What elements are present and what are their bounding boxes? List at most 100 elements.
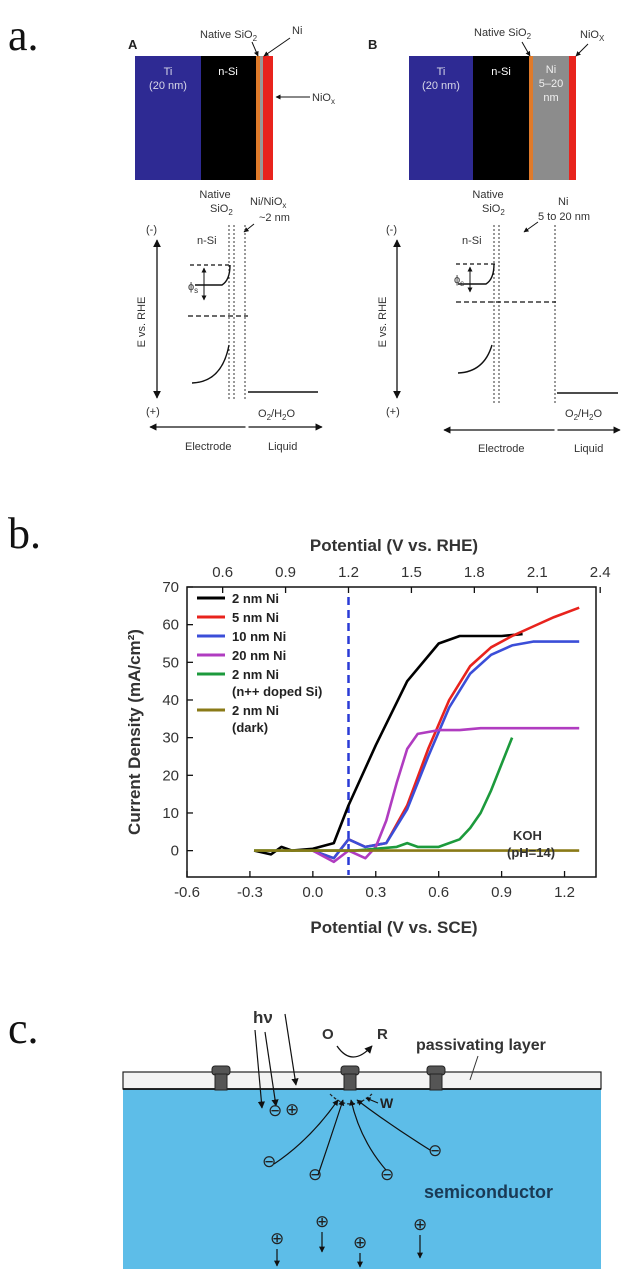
- y-tick-label: 40: [162, 692, 179, 709]
- panel-b: b. Potential (V vs. RHE) -0.6 -0.3 0.0 0.3 0…: [8, 509, 611, 937]
- band-nsi-label-b: n-Si: [462, 235, 482, 247]
- band-nsi-label: n-Si: [197, 235, 217, 247]
- nsi-label-b: n-Si: [491, 66, 511, 78]
- semiconductor-label: semiconductor: [424, 1182, 553, 1202]
- semiconductor-block: [123, 1089, 601, 1269]
- valence-band: [191, 344, 230, 384]
- ti-layer-b: [409, 56, 473, 180]
- band-ni-thickness-b: 5 to 20 nm: [538, 211, 590, 223]
- pos-label: (+): [146, 406, 160, 418]
- electron-1: ⊖: [268, 1101, 282, 1120]
- legend-label: 5 nm Ni: [232, 610, 279, 625]
- panel-a: a. A Ti (20 nm) n-Si Native SiO2 Ni NiOx…: [8, 11, 621, 455]
- koh-label: KOH: [513, 828, 542, 843]
- ni-unit-b: nm: [543, 92, 558, 104]
- series-line: [253, 632, 523, 856]
- top-tick-label: 1.2: [338, 564, 359, 581]
- subpanel-a-band-diagram: Native SiO2 Ni/NiOx ~2 nm n-Si (-) (+) E…: [136, 189, 323, 453]
- x-tick-label: 1.2: [554, 884, 575, 901]
- y-tick-label: 30: [162, 730, 179, 747]
- ni-pointer: [263, 37, 291, 57]
- panel-letter-a: a.: [8, 11, 39, 60]
- depletion-width-label: W: [380, 1095, 394, 1111]
- native-sio2-pointer-b: [521, 41, 531, 57]
- native-sio2-layer-b: [529, 56, 533, 180]
- passivating-layer: [122, 1071, 602, 1090]
- ni-layer: [260, 56, 263, 180]
- legend-label: 2 nm Ni: [232, 703, 279, 718]
- hole-4: ⊕: [353, 1233, 367, 1252]
- phi-s-label: ϕs: [188, 281, 198, 295]
- ti-layer: [135, 56, 201, 180]
- y-tick-label: 70: [162, 579, 179, 596]
- liquid-label-b: Liquid: [574, 443, 603, 455]
- metal-contact-2: [340, 1065, 360, 1091]
- passivating-pointer: [469, 1055, 479, 1081]
- series-line: [254, 737, 514, 852]
- light-ray-2: [264, 1031, 279, 1107]
- native-sio2-layer: [256, 56, 260, 180]
- top-tick-label: 0.9: [275, 564, 296, 581]
- legend-label: 2 nm Ni: [232, 591, 279, 606]
- native-sio2-pointer: [251, 41, 259, 57]
- metal-contact-1: [211, 1065, 231, 1091]
- plot-frame: [186, 586, 597, 878]
- o2-h2o-label: O2/H2O: [258, 408, 295, 422]
- y-tick-label: 20: [162, 767, 179, 784]
- electron-2: ⊖: [262, 1152, 276, 1171]
- drift-arrows: [273, 1099, 431, 1268]
- x-tick-label: 0.9: [491, 884, 512, 901]
- top-axis-title: Potential (V vs. RHE): [310, 536, 478, 555]
- native-sio2-label: Native SiO2: [200, 29, 258, 43]
- light-ray-1: [254, 1029, 266, 1109]
- hv-label: hν: [253, 1008, 273, 1027]
- ni-band-pointer-b: [523, 221, 539, 233]
- subpanel-tag-a: A: [128, 37, 138, 52]
- electron-3: ⊖: [308, 1165, 322, 1184]
- redox-arrow: [336, 1045, 373, 1058]
- energy-axis-label: E vs. RHE: [136, 297, 148, 348]
- light-ray-3: [284, 1013, 299, 1086]
- electron-symbols: ⊖ ⊖ ⊖ ⊖ ⊖: [262, 1101, 442, 1184]
- panel-letter-c: c.: [8, 1004, 39, 1053]
- legend-label: 2 nm Ni: [232, 667, 279, 682]
- conduction-band: [195, 264, 231, 286]
- plot-layer: -0.6 -0.3 0.0 0.3 0.6 0.9 1.2 0.6 0.9 1.2 1.5 1.8 2.…: [162, 564, 610, 901]
- electrode-label-b: Electrode: [478, 443, 524, 455]
- subpanel-tag-b: B: [368, 37, 377, 52]
- niox-pointer-b: [575, 43, 589, 57]
- x-axis-title: Potential (V vs. SCE): [310, 918, 477, 937]
- panel-c: c. hν O R passivating layer W ⊖ ⊖: [8, 1004, 602, 1269]
- electrode-label: Electrode: [185, 441, 231, 453]
- ph-label: (pH=14): [507, 845, 555, 860]
- electron-4: ⊖: [380, 1165, 394, 1184]
- conduction-band-b: [458, 263, 495, 285]
- ti-label: Ti: [164, 66, 173, 78]
- ni-layer-b: [533, 56, 569, 180]
- ti-label-b: Ti: [437, 66, 446, 78]
- hole-5: ⊕: [413, 1215, 427, 1234]
- electron-5: ⊖: [428, 1141, 442, 1160]
- reductant-label: R: [377, 1026, 388, 1043]
- subpanel-a-layers: A Ti (20 nm) n-Si Native SiO2 Ni NiOx: [128, 25, 335, 180]
- neg-label: (-): [146, 224, 157, 236]
- y-tick-label: 50: [162, 654, 179, 671]
- y-tick-label: 10: [162, 805, 179, 822]
- native-sio2-label-b: Native SiO2: [474, 27, 532, 41]
- hole-3: ⊕: [270, 1229, 284, 1248]
- series-line: [312, 640, 580, 860]
- x-tick-label: 0.0: [302, 884, 323, 901]
- top-tick-label: 1.5: [401, 564, 422, 581]
- valence-band-b: [457, 344, 493, 374]
- band-native-label-b: Native: [472, 189, 503, 201]
- o2-h2o-label-b: O2/H2O: [565, 408, 602, 422]
- metal-contact-3: [426, 1065, 446, 1091]
- nsi-label: n-Si: [218, 66, 238, 78]
- x-tick-label: -0.3: [237, 884, 263, 901]
- legend-label: (dark): [232, 720, 268, 735]
- niox-label-b: NiOX: [580, 29, 605, 43]
- panel-letter-b: b.: [8, 509, 41, 558]
- w-pointer: [365, 1097, 379, 1104]
- liquid-label: Liquid: [268, 441, 297, 453]
